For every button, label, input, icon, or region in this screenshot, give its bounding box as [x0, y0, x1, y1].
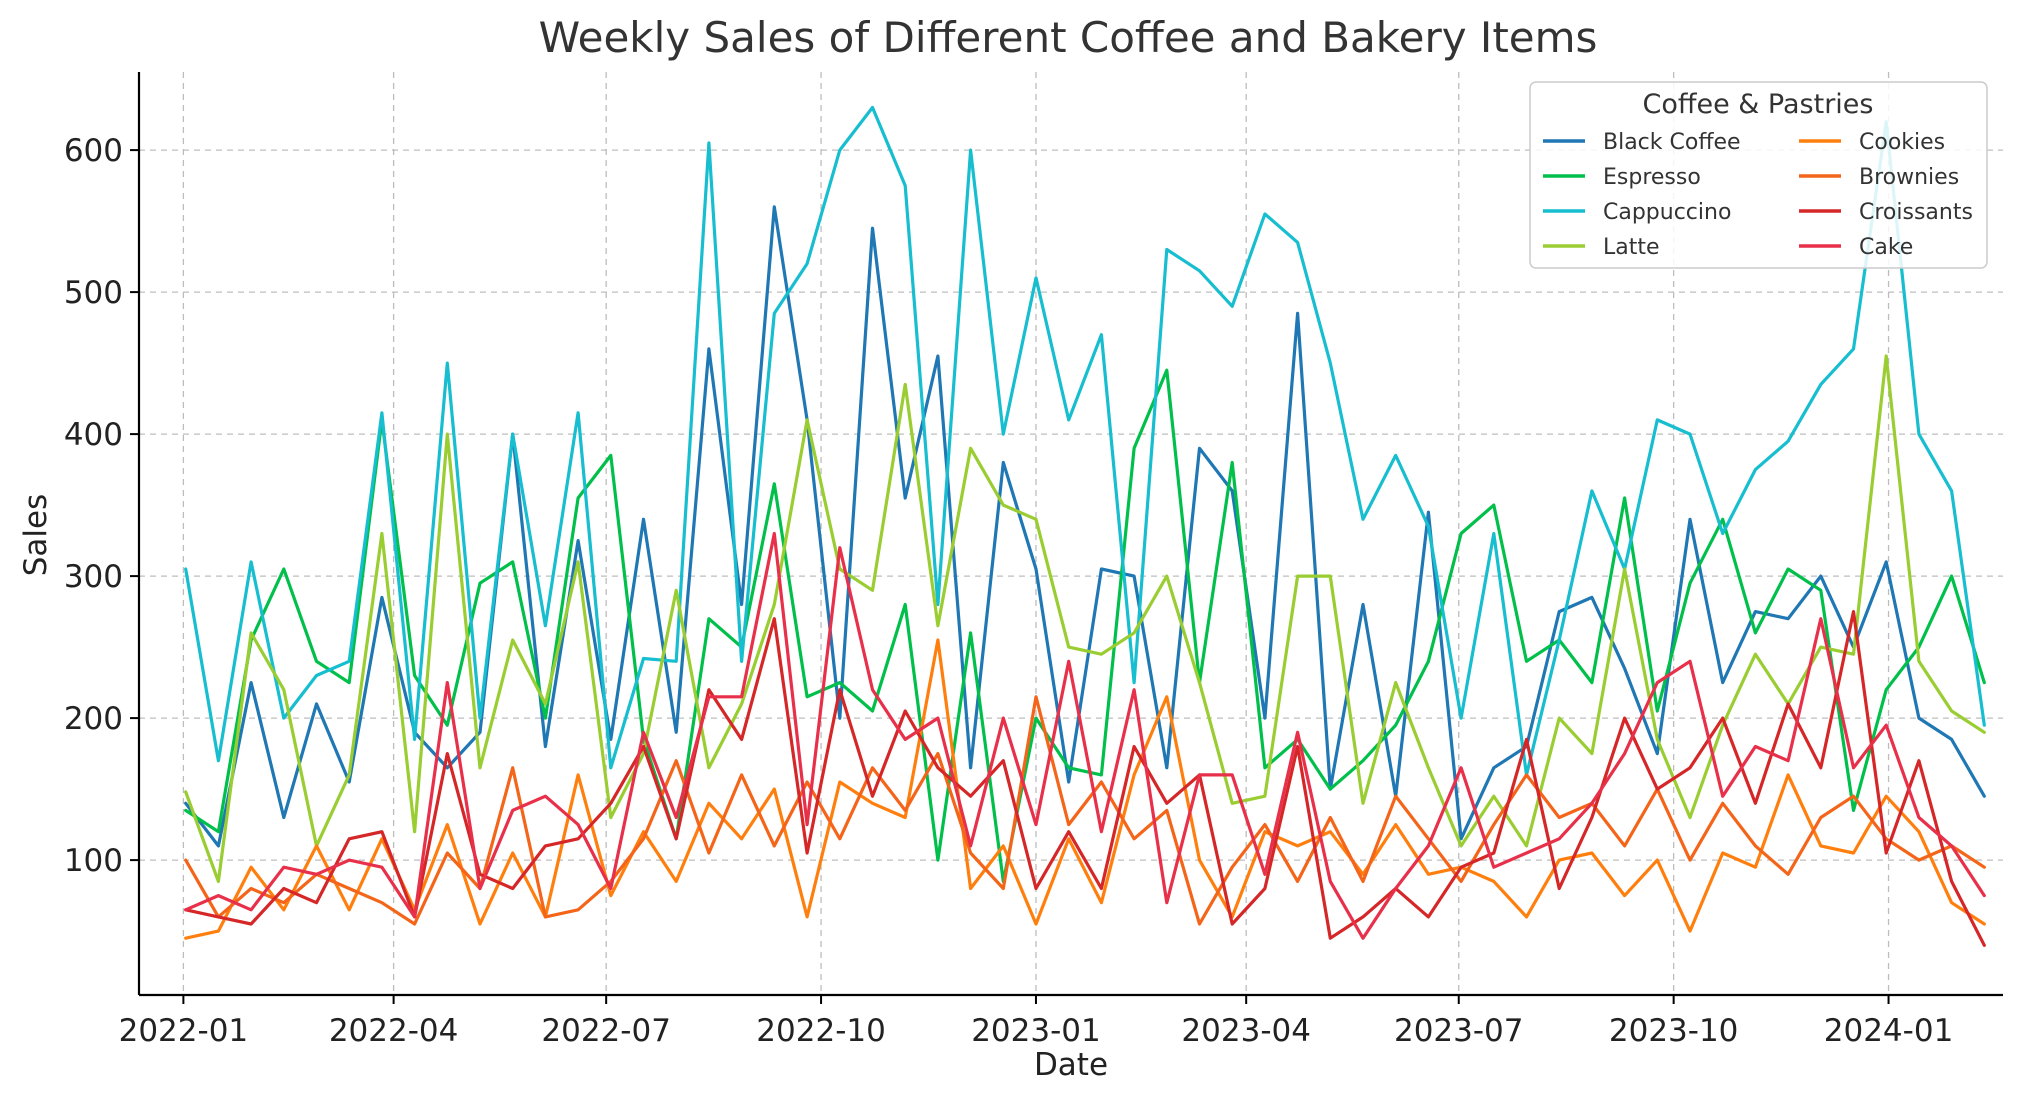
legend-title: Coffee & Pastries [1643, 89, 1874, 120]
x-tick-label: 2022-10 [756, 1013, 886, 1049]
x-tick-label: 2023-04 [1181, 1013, 1311, 1049]
series-line-cake [184, 531, 1986, 940]
y-tick-label: 300 [64, 559, 123, 595]
legend-label: Brownies [1859, 165, 1959, 190]
x-tick-label: 2022-07 [541, 1013, 671, 1049]
series-layer [184, 105, 1986, 947]
legend-label: Cookies [1859, 130, 1945, 155]
legend-box [1529, 81, 1988, 269]
legend-item-cake: Cake [1799, 235, 1913, 260]
axes [137, 72, 2003, 997]
legend-item-cappuccino: Cappuccino [1543, 200, 1731, 225]
series-line-croissants [184, 609, 1986, 947]
y-axis-label: Sales [18, 494, 54, 577]
legend-label: Croissants [1859, 200, 1973, 225]
x-tick-label: 2024-01 [1824, 1013, 1954, 1049]
series-line-latte [184, 354, 1986, 884]
legend-item-black-coffee: Black Coffee [1543, 130, 1741, 155]
series-line-brownies [184, 695, 1986, 926]
y-ticks: 100 200 300 400 500 600 [64, 133, 139, 879]
x-axis-label: Date [1034, 1047, 1108, 1083]
legend-label: Espresso [1603, 165, 1701, 190]
series-line-espresso [184, 368, 1986, 884]
y-tick-label: 500 [64, 275, 123, 311]
legend-label: Cake [1859, 235, 1913, 260]
y-tick-label: 200 [64, 701, 123, 737]
legend-label: Latte [1603, 235, 1660, 260]
x-tick-label: 2022-04 [329, 1013, 459, 1049]
legend: Coffee & Pastries Black Coffee Espresso Ca… [1529, 81, 1988, 269]
legend-item-latte: Latte [1543, 235, 1660, 260]
legend-item-espresso: Espresso [1543, 165, 1701, 190]
legend-item-croissants: Croissants [1799, 200, 1973, 225]
legend-label: Cappuccino [1603, 200, 1731, 225]
legend-items: Black Coffee Espresso Cappuccino Latte Cooki… [1543, 130, 1973, 260]
series-line-cookies [184, 638, 1986, 940]
x-tick-label: 2023-07 [1394, 1013, 1524, 1049]
y-tick-label: 600 [64, 133, 123, 169]
legend-label: Black Coffee [1603, 130, 1741, 155]
x-tick-label: 2023-01 [971, 1013, 1101, 1049]
x-ticks: 2022-01 2022-04 2022-07 2022-10 2023-01 2023-… [119, 995, 1954, 1049]
series-line-cappuccino [184, 105, 1986, 777]
legend-item-cookies: Cookies [1799, 130, 1945, 155]
x-tick-label: 2023-10 [1609, 1013, 1739, 1049]
y-tick-label: 400 [64, 417, 123, 453]
x-tick-label: 2022-01 [119, 1013, 249, 1049]
legend-item-brownies: Brownies [1799, 165, 1959, 190]
chart-title: Weekly Sales of Different Coffee and Bak… [539, 13, 1598, 62]
y-tick-label: 100 [64, 843, 123, 879]
